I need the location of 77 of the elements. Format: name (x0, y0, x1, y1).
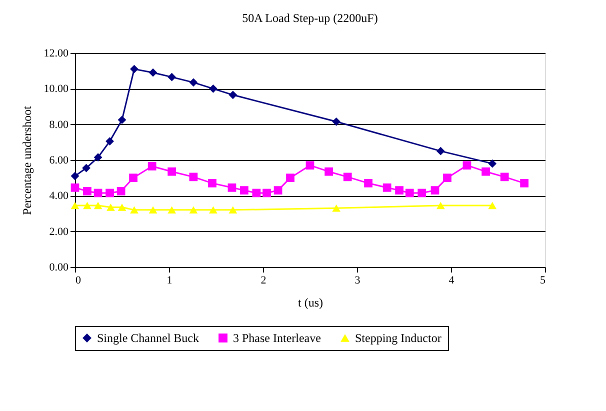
point (168, 167, 176, 176)
point (382, 183, 392, 192)
point (148, 206, 158, 214)
point (130, 64, 138, 74)
chart-title: 50A Load Step-up (2200uF) (242, 11, 378, 25)
x-tick-label: 4 (448, 274, 455, 286)
point (262, 188, 271, 198)
point (116, 187, 126, 196)
point (189, 78, 198, 87)
x-tick-label: 3 (354, 274, 361, 286)
point (500, 172, 509, 182)
point (94, 153, 102, 162)
y-tick-label: 2.00 (49, 226, 69, 238)
point (189, 206, 198, 214)
point (462, 161, 472, 170)
legend-label: 3 Phase Interleave (233, 331, 321, 345)
point (94, 188, 102, 198)
point (106, 188, 114, 198)
point (168, 206, 176, 214)
point (168, 72, 176, 82)
y-tick-label: 8.00 (49, 118, 69, 131)
point (286, 174, 294, 182)
point (324, 167, 333, 176)
legend-label: Single Channel Buck (97, 331, 199, 345)
y-tick-label: 10.00 (44, 83, 69, 96)
legend-label: Stepping Inductor (355, 331, 442, 345)
point (430, 186, 440, 194)
point (306, 161, 314, 170)
point (443, 174, 452, 182)
x-tick-label: 5 (540, 274, 546, 286)
point (332, 117, 341, 126)
point (94, 202, 102, 210)
point (240, 186, 248, 194)
point (488, 202, 497, 210)
point (148, 162, 156, 170)
y-tick-label: 6.00 (49, 154, 69, 166)
point (106, 204, 115, 211)
point (488, 159, 497, 168)
point (83, 202, 92, 210)
point (252, 188, 261, 198)
point (418, 188, 426, 198)
point (332, 204, 341, 212)
point (70, 172, 80, 180)
point (70, 202, 80, 210)
point (83, 187, 92, 196)
x-tick-label: 1 (166, 274, 172, 286)
point (228, 183, 236, 192)
point (274, 186, 282, 194)
point (343, 172, 352, 182)
point (208, 179, 216, 188)
x-tick-label: 0 (76, 274, 82, 286)
point (130, 206, 138, 214)
point (189, 172, 198, 182)
point (228, 206, 238, 214)
point (482, 167, 490, 176)
y-tick-label: 4.00 (49, 190, 69, 202)
point (395, 186, 404, 194)
y-tick-label: 12.00 (44, 48, 69, 60)
point (118, 204, 126, 211)
point (436, 202, 445, 210)
point (70, 183, 80, 192)
point (118, 116, 126, 124)
point (82, 164, 90, 172)
point (228, 90, 238, 100)
x-tick-label: 2 (260, 274, 266, 286)
y-axis-title: Percentage undershoot (20, 105, 34, 215)
point (129, 174, 138, 182)
point (208, 84, 218, 93)
x-axis-title: t (us) (298, 296, 323, 310)
point (364, 179, 372, 188)
point (405, 188, 414, 198)
point (106, 137, 114, 146)
y-tick-label: 0.00 (49, 262, 69, 274)
point (436, 146, 445, 156)
point (208, 206, 218, 214)
point (520, 179, 529, 188)
point (148, 68, 158, 77)
